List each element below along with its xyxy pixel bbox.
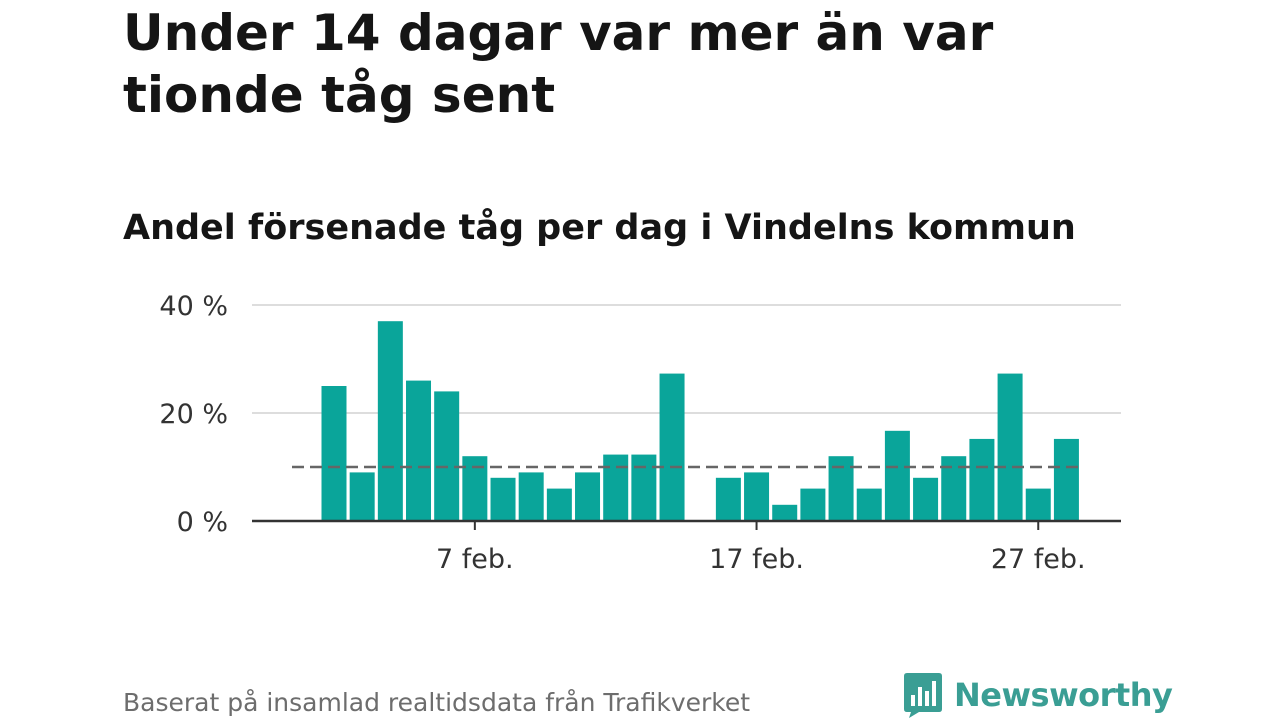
- bar: [884, 430, 910, 521]
- bar: [856, 488, 882, 521]
- logo-wordmark: Newsworthy: [954, 676, 1173, 714]
- bar: [603, 454, 629, 521]
- y-axis-labels: 0 % 20 % 40 %: [159, 291, 228, 538]
- bar: [1053, 438, 1079, 521]
- y-tick-label: 0 %: [177, 507, 228, 538]
- bar: [321, 386, 347, 521]
- x-tick-label: 7 feb.: [436, 544, 514, 575]
- bar: [1025, 488, 1051, 521]
- bar: [659, 373, 685, 521]
- bar: [377, 321, 403, 521]
- bar: [772, 504, 798, 521]
- bars: [321, 321, 1079, 521]
- newsworthy-logo: Newsworthy: [902, 671, 1173, 719]
- bar: [744, 472, 770, 521]
- bar-chart-speech-bubble-icon: [904, 673, 942, 718]
- x-tick-label: 27 feb.: [991, 544, 1086, 575]
- chart-title: Under 14 dagar var mer än var tionde tåg…: [123, 4, 994, 124]
- bar: [575, 472, 601, 521]
- y-tick-label: 20 %: [159, 399, 228, 430]
- x-tick-label: 17 feb.: [709, 544, 804, 575]
- bar-chart: 0 % 20 % 40 % 7 feb. 17 feb. 27 feb.: [159, 291, 1121, 575]
- bar: [546, 488, 572, 521]
- y-tick-label: 40 %: [159, 291, 228, 322]
- bar: [406, 380, 432, 521]
- bar: [800, 488, 826, 521]
- bar: [997, 373, 1023, 521]
- chart-subtitle: Andel försenade tåg per dag i Vindelns k…: [123, 208, 1076, 248]
- bar: [913, 477, 939, 521]
- bar: [349, 472, 375, 521]
- bar: [969, 438, 995, 521]
- x-axis: 7 feb. 17 feb. 27 feb.: [252, 519, 1121, 575]
- bar: [434, 391, 460, 521]
- bar: [490, 477, 516, 521]
- bar: [715, 477, 741, 521]
- bar: [518, 472, 544, 521]
- source-note: Baserat på insamlad realtidsdata från Tr…: [123, 688, 751, 717]
- bar: [631, 454, 657, 521]
